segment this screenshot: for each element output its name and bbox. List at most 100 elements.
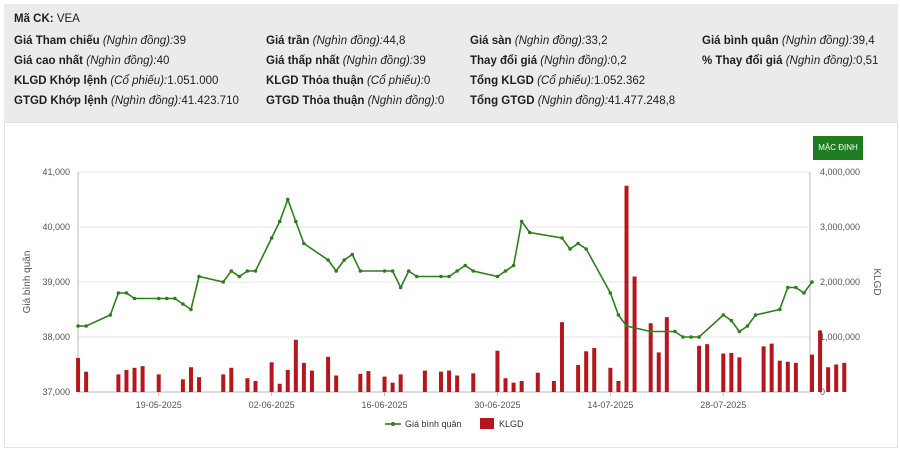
volume-bar: [156, 374, 161, 392]
volume-bar: [721, 353, 726, 392]
stat-label: KLGD Thỏa thuận: [266, 75, 364, 87]
price-point: [302, 241, 306, 246]
stat-label: GTGD Thỏa thuận: [266, 95, 365, 107]
price-point: [471, 269, 476, 273]
price-point: [455, 269, 459, 273]
price-point: [221, 280, 226, 284]
stat-label: Giá Tham chiếu: [14, 35, 100, 47]
volume-bar: [495, 350, 500, 392]
left-tick-label: 40,000: [42, 222, 70, 232]
symbol-value: VEA: [56, 13, 80, 25]
right-tick-label: 1,000,000: [820, 332, 860, 342]
price-point: [495, 274, 500, 279]
stat-value: 44,8: [383, 35, 406, 47]
price-point: [527, 230, 532, 235]
stat-item: GTGD Khớp lệnh (Nghìn đồng):41.423.710: [14, 95, 239, 107]
stat-value: 41.477.248,8: [608, 95, 676, 107]
stat-unit: (Nghìn đồng):: [785, 55, 857, 67]
volume-bar: [503, 378, 508, 392]
volume-bar: [624, 185, 629, 392]
default-view-button[interactable]: MẶC ĐỊNH: [813, 136, 863, 160]
stat-item: KLGD Khớp lệnh (Cổ phiếu):1.051.000: [14, 75, 218, 87]
stat-value: 39,4: [852, 35, 875, 47]
volume-bar: [140, 366, 145, 392]
volume-bar: [785, 361, 790, 392]
volume-bar: [761, 346, 766, 392]
volume-bar: [769, 343, 774, 392]
stat-unit: (Nghìn đồng):: [102, 35, 174, 47]
volume-bar: [245, 378, 250, 392]
volume-bar: [334, 375, 339, 392]
price-point: [802, 291, 806, 295]
chart-panel: [4, 122, 898, 448]
x-tick-label: 30-06-2025: [474, 400, 520, 410]
price-point: [511, 263, 516, 268]
price-point: [294, 219, 298, 224]
volume-bar: [616, 381, 621, 392]
volume-bar: [447, 370, 452, 392]
volume-bar: [656, 352, 661, 392]
stat-item: % Thay đổi giá (Nghìn đồng):0,51: [702, 55, 878, 67]
price-point: [237, 274, 242, 279]
stat-unit: (Cổ phiếu):: [110, 75, 168, 87]
volume-bar: [697, 345, 702, 392]
volume-bar: [229, 367, 234, 392]
stat-value: 0: [437, 95, 445, 107]
stat-item: Giá sàn (Nghìn đồng):33,2: [470, 35, 607, 47]
volume-bar: [826, 367, 831, 392]
price-point: [189, 307, 193, 312]
stat-item: Giá trần (Nghìn đồng):44,8: [266, 35, 405, 47]
stat-item: Tổng KLGD (Cổ phiếu):1.052.362: [470, 75, 645, 87]
price-point: [576, 241, 580, 246]
price-point: [358, 269, 363, 273]
stat-value: 0,51: [856, 55, 879, 67]
stat-label: Giá bình quân: [702, 35, 779, 47]
volume-bar: [535, 372, 540, 392]
price-point: [624, 324, 629, 328]
price-point: [164, 296, 169, 301]
stat-label: Giá sàn: [470, 35, 512, 47]
volume-bar: [705, 344, 710, 392]
price-point: [229, 269, 234, 273]
legend-volume-label: KLGD: [499, 419, 524, 429]
right-tick-label: 2,000,000: [820, 277, 860, 287]
price-point: [568, 247, 572, 251]
right-tick-label: 4,000,000: [820, 167, 860, 177]
price-point: [745, 324, 750, 328]
volume-bar: [632, 276, 637, 392]
volume-bar: [180, 379, 185, 392]
volume-bar: [471, 373, 476, 392]
price-point: [777, 307, 782, 312]
stat-value: 0: [423, 75, 431, 87]
stat-label: GTGD Khớp lệnh: [14, 95, 108, 107]
price-point: [245, 269, 250, 273]
price-point: [285, 197, 290, 202]
price-point: [197, 274, 201, 279]
volume-bar: [269, 362, 274, 392]
price-point: [737, 329, 742, 334]
price-point: [108, 313, 113, 317]
price-point: [519, 219, 524, 224]
stat-label: % Thay đổi giá: [702, 55, 783, 67]
stat-label: KLGD Khớp lệnh: [14, 75, 108, 87]
price-point: [673, 329, 677, 334]
left-axis-title: Giá bình quân: [22, 251, 33, 314]
stat-item: Giá Tham chiếu (Nghìn đồng):39: [14, 35, 186, 47]
price-point: [753, 313, 758, 317]
price-point: [608, 291, 613, 295]
stat-item: Giá thấp nhất (Nghìn đồng):39: [266, 55, 426, 67]
volume-bar: [285, 370, 290, 392]
stat-unit: (Nghìn đồng):: [781, 35, 853, 47]
stat-item: Thay đổi giá (Nghìn đồng):0,2: [470, 55, 627, 67]
volume-bar: [253, 381, 258, 392]
stat-unit: (Nghìn đồng):: [540, 55, 611, 67]
stat-item: Tổng GTGD (Nghìn đồng):41.477.248,8: [470, 95, 675, 107]
stat-value: 39: [173, 35, 186, 47]
price-point: [173, 296, 177, 301]
volume-bar: [390, 382, 395, 392]
volume-bar: [277, 383, 282, 392]
price-line: [78, 197, 813, 338]
legend-price-label: Giá bình quân: [405, 419, 462, 429]
price-point: [277, 219, 282, 224]
